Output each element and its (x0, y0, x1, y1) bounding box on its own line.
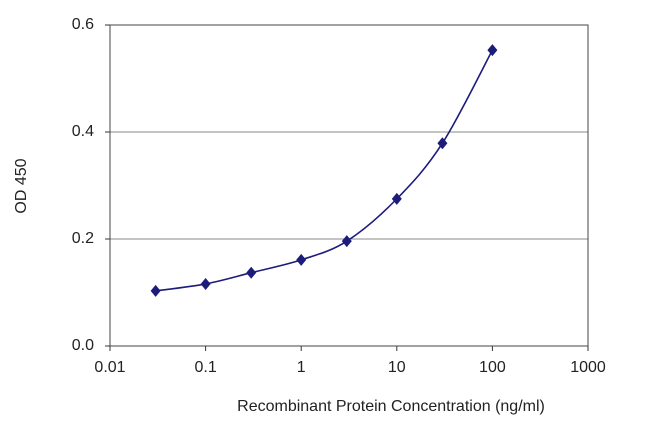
data-point (341, 235, 352, 248)
x-tick-label: 10 (388, 359, 406, 376)
data-point (437, 137, 448, 150)
x-tick-label: 1000 (570, 359, 606, 376)
x-axis-title: Recombinant Protein Concentration (ng/ml… (237, 398, 545, 415)
data-point (200, 277, 211, 290)
data-point (487, 44, 498, 57)
y-tick-label: 0.2 (72, 230, 94, 247)
curve (155, 49, 494, 292)
data-point (296, 253, 307, 266)
y-tick-label: 0.4 (72, 123, 94, 140)
y-tick-label: 0.0 (72, 337, 94, 354)
y-tick-label: 0.6 (72, 16, 94, 33)
x-tick-label: 1 (297, 359, 306, 376)
x-tick-label: 0.01 (94, 359, 125, 376)
x-tick-label: 0.1 (194, 359, 216, 376)
data-point (246, 266, 257, 279)
data-point (391, 192, 402, 205)
data-point (150, 284, 161, 297)
y-axis-title: OD 450 (13, 158, 30, 213)
x-tick-label: 100 (479, 359, 506, 376)
plot-frame (109, 24, 589, 347)
